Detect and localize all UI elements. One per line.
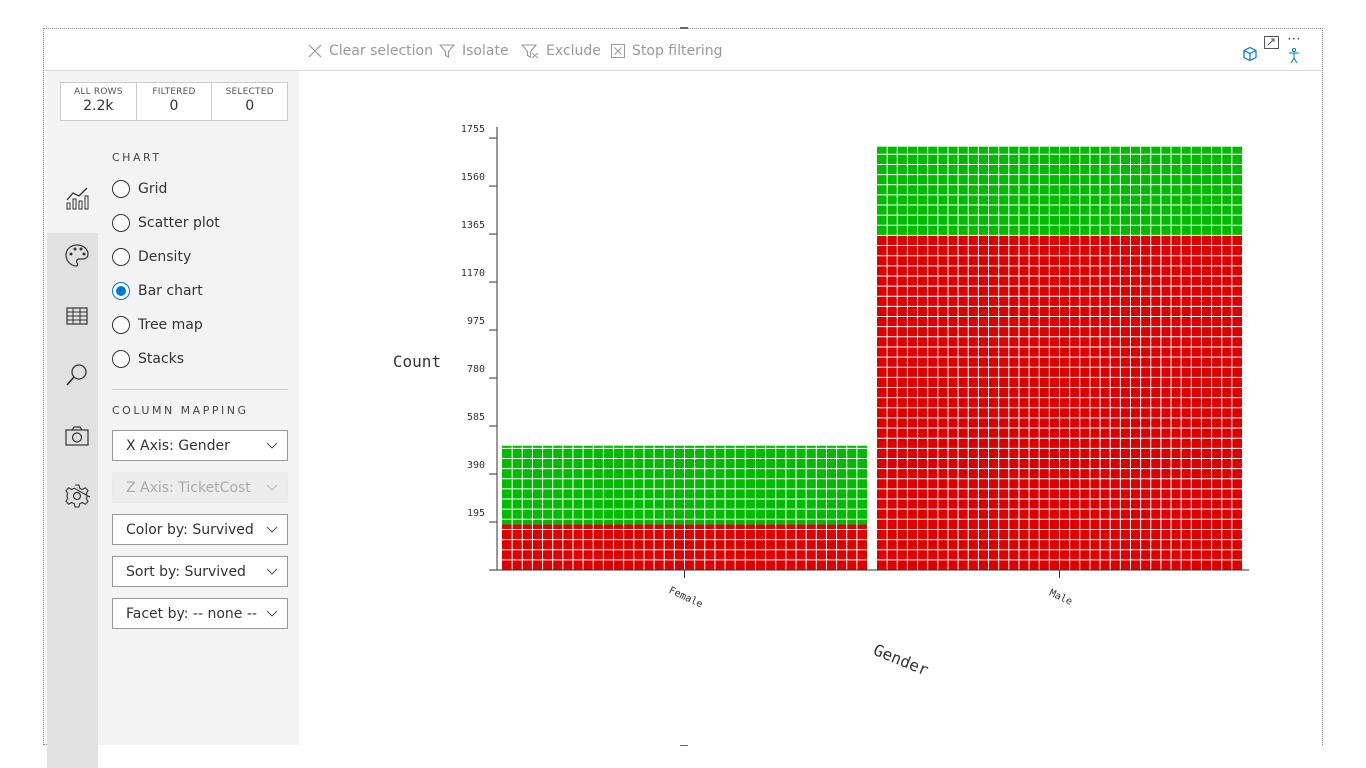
color-by-value: Color by: Survived: [126, 521, 254, 538]
divider: [112, 389, 288, 390]
chart-type-bar-chart[interactable]: Bar chart: [112, 274, 292, 308]
chart-icon[interactable]: [64, 185, 90, 211]
close-icon: [308, 44, 322, 58]
stop-filtering-button[interactable]: Stop filtering: [611, 43, 723, 59]
isolate-button[interactable]: Isolate: [439, 43, 509, 59]
expand-icon[interactable]: [1264, 36, 1280, 50]
row-counts: ALL ROWS 2.2k FILTERED 0 SELECTED 0: [60, 82, 288, 121]
toolbar: Clear selection Isolate Exclude Stop fil…: [44, 29, 1322, 71]
left-panel: ALL ROWS 2.2k FILTERED 0 SELECTED 0 CHAR…: [47, 71, 299, 768]
x-axis-dropdown[interactable]: X Axis: Gender: [112, 430, 288, 461]
visual-frame: Clear selection Isolate Exclude Stop fil…: [43, 27, 1323, 768]
sort-by-dropdown[interactable]: Sort by: Survived: [112, 556, 288, 587]
filtered-value: 0: [169, 98, 179, 114]
selected-value: 0: [245, 98, 255, 114]
chart-type-density-label: Density: [138, 249, 192, 265]
x-axis-label: Gender: [871, 640, 932, 679]
radio-bar-chart[interactable]: [112, 282, 130, 300]
isolate-label: Isolate: [462, 43, 509, 59]
z-axis-dropdown: Z Axis: TicketCost: [112, 472, 288, 503]
chart-options-panel: CHART Grid Scatter plot Density Bar char…: [112, 151, 292, 640]
y-tick-label: 195: [467, 508, 485, 519]
exclude-button[interactable]: Exclude: [521, 43, 601, 59]
x-ticks: Female Male: [667, 570, 1074, 610]
selected-label: SELECTED: [225, 87, 274, 97]
bar-chart[interactable]: 195 390 585 780 975 1170 1365 1560 1755 Female Ma…: [299, 71, 1321, 745]
table-icon[interactable]: [64, 303, 90, 329]
clear-selection-label: Clear selection: [329, 43, 433, 59]
y-tick-label: 1170: [461, 268, 485, 279]
x-tick-label: Male: [1047, 588, 1073, 608]
chart-type-grid-label: Grid: [138, 181, 168, 197]
stop-filter-icon: [611, 44, 625, 58]
filtered-label: FILTERED: [152, 87, 196, 97]
cube-icon[interactable]: [1242, 46, 1258, 62]
chart-type-density[interactable]: Density: [112, 240, 292, 274]
chart-type-stacks[interactable]: Stacks: [112, 342, 292, 376]
resize-handle-bottom[interactable]: [680, 744, 688, 746]
x-axis-value: X Axis: Gender: [126, 437, 230, 454]
all-rows-label: ALL ROWS: [74, 87, 123, 97]
clear-selection-button[interactable]: Clear selection: [308, 43, 433, 59]
y-tick-label: 1560: [461, 172, 485, 183]
chart-type-stacks-label: Stacks: [138, 351, 185, 367]
chart-area[interactable]: 195 390 585 780 975 1170 1365 1560 1755 Female Ma…: [299, 71, 1321, 745]
filter-icon: [439, 43, 455, 58]
chevron-down-icon: [266, 442, 278, 449]
radio-density[interactable]: [112, 248, 130, 266]
chart-type-bar-label: Bar chart: [138, 283, 203, 299]
radio-scatter-plot[interactable]: [112, 214, 130, 232]
resize-handle-top[interactable]: [680, 27, 688, 29]
chart-type-scatter-label: Scatter plot: [138, 215, 220, 231]
y-tick-label: 585: [467, 412, 485, 423]
chart-type-treemap-label: Tree map: [138, 317, 203, 333]
exclude-filter-icon: [521, 43, 539, 58]
selected-count: SELECTED 0: [212, 83, 287, 120]
accessibility-icon[interactable]: [1286, 47, 1302, 65]
chart-section-title: CHART: [112, 151, 162, 164]
chart-type-scatter-plot[interactable]: Scatter plot: [112, 206, 292, 240]
radio-grid[interactable]: [112, 180, 130, 198]
column-mapping-title: COLUMN MAPPING: [112, 404, 249, 417]
gear-icon[interactable]: [64, 483, 90, 509]
chart-type-list: Grid Scatter plot Density Bar chart Tree…: [112, 172, 292, 376]
chevron-down-icon: [266, 484, 278, 491]
camera-icon[interactable]: [64, 423, 90, 449]
chevron-down-icon: [266, 568, 278, 575]
chevron-down-icon: [266, 610, 278, 617]
more-options-icon[interactable]: ⋯: [1287, 31, 1301, 47]
filtered-count: FILTERED 0: [137, 83, 213, 120]
radio-tree-map[interactable]: [112, 316, 130, 334]
stop-filtering-label: Stop filtering: [632, 43, 723, 59]
y-tick-label: 390: [467, 460, 485, 471]
y-tick-label: 1755: [461, 124, 485, 135]
chart-type-grid[interactable]: Grid: [112, 172, 292, 206]
chart-type-tree-map[interactable]: Tree map: [112, 308, 292, 342]
search-icon[interactable]: [64, 362, 90, 388]
y-tick-label: 780: [467, 364, 485, 375]
z-axis-value: Z Axis: TicketCost: [126, 479, 251, 496]
facet-by-dropdown[interactable]: Facet by: -- none --: [112, 598, 288, 629]
palette-icon[interactable]: [64, 243, 90, 269]
y-tick-label: 1365: [461, 220, 485, 231]
y-ticks: 195 390 585 780 975 1170 1365 1560 1755: [461, 124, 497, 523]
radio-stacks[interactable]: [112, 350, 130, 368]
all-rows-value: 2.2k: [83, 98, 114, 114]
y-axis-label: Count: [393, 352, 441, 371]
exclude-label: Exclude: [546, 43, 601, 59]
x-tick-label: Female: [667, 585, 704, 610]
chevron-down-icon: [266, 526, 278, 533]
sort-by-value: Sort by: Survived: [126, 563, 246, 580]
color-by-dropdown[interactable]: Color by: Survived: [112, 514, 288, 545]
icon-rail: [47, 198, 98, 768]
facet-by-value: Facet by: -- none --: [126, 605, 257, 622]
bar-cells: [502, 146, 1242, 571]
y-tick-label: 975: [467, 316, 485, 327]
all-rows-count: ALL ROWS 2.2k: [61, 83, 137, 120]
